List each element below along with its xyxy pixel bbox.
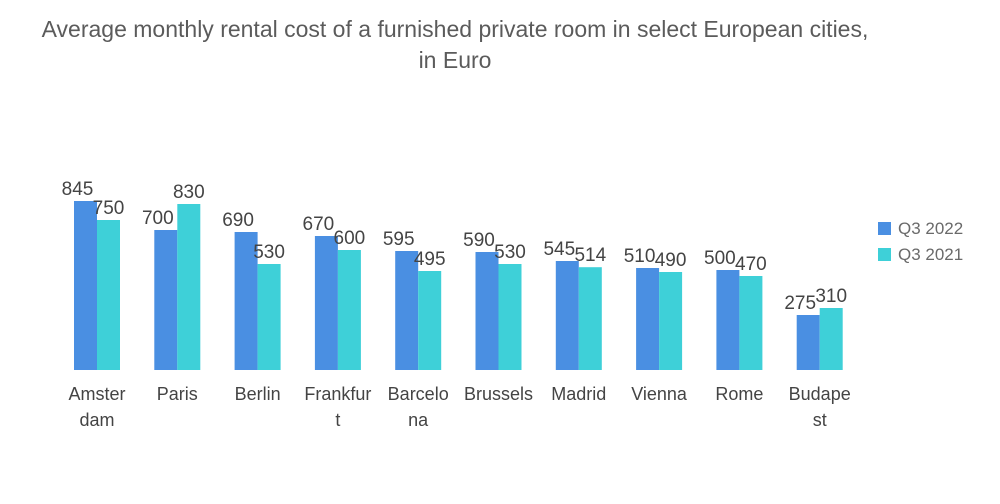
value-label-brussels-q3-2022: 590	[463, 230, 495, 251]
tick-label-line: Paris	[157, 384, 198, 404]
tick-label-rome: Rome	[715, 384, 763, 404]
bar-rome-q3-2021	[739, 276, 763, 370]
chart-title: Average monthly rental cost of a furnish…	[41, 16, 869, 73]
value-label-madrid-q3-2022: 545	[543, 239, 575, 260]
value-label-rome-q3-2021: 470	[735, 254, 767, 275]
value-label-berlin-q3-2021: 530	[253, 242, 285, 263]
value-label-berlin-q3-2022: 690	[222, 210, 254, 231]
bars-layer	[74, 201, 843, 370]
value-label-budapest-q3-2022: 275	[784, 293, 816, 314]
tick-label-budapest: Budape st	[789, 384, 851, 430]
tick-label-line: dam	[79, 410, 114, 430]
bar-amsterdam-q3-2022	[74, 201, 97, 370]
bar-frankfurt-q3-2022	[314, 236, 338, 370]
tick-label-berlin: Berlin	[235, 384, 281, 404]
value-label-amsterdam-q3-2021: 750	[93, 198, 125, 219]
value-label-rome-q3-2022: 500	[704, 248, 736, 269]
tick-label-vienna: Vienna	[631, 384, 688, 404]
tick-label-line: Vienna	[631, 384, 688, 404]
tick-label-line: Berlin	[235, 384, 281, 404]
value-label-paris-q3-2022: 700	[142, 208, 174, 229]
value-label-frankfurt-q3-2022: 670	[303, 214, 335, 235]
bar-brussels-q3-2021	[498, 264, 522, 370]
tick-label-line: Barcelo	[388, 384, 449, 404]
tick-label-frankfurt: Frankfur t	[304, 384, 371, 430]
tick-label-barcelona: Barcelo na	[388, 384, 449, 430]
legend-swatch-q3-2021	[878, 248, 891, 261]
legend-label-q3-2021: Q3 2021	[898, 245, 963, 264]
tick-label-line: Amster	[68, 384, 125, 404]
bar-amsterdam-q3-2021	[97, 220, 120, 370]
value-label-vienna-q3-2022: 510	[624, 246, 656, 267]
tick-label-brussels: Brussels	[464, 384, 533, 404]
value-label-barcelona-q3-2022: 595	[383, 229, 415, 250]
bar-paris-q3-2022	[154, 230, 178, 370]
bar-rome-q3-2022	[716, 270, 740, 370]
bar-budapest-q3-2021	[819, 308, 843, 370]
tick-label-line: Brussels	[464, 384, 533, 404]
value-label-paris-q3-2021: 830	[173, 182, 205, 203]
value-label-amsterdam-q3-2022: 845	[62, 179, 94, 200]
bar-vienna-q3-2022	[636, 268, 660, 370]
bar-madrid-q3-2021	[578, 267, 602, 370]
value-label-frankfurt-q3-2021: 600	[334, 228, 366, 249]
tick-label-line: t	[335, 410, 340, 430]
tick-label-paris: Paris	[157, 384, 198, 404]
value-label-brussels-q3-2021: 530	[494, 242, 526, 263]
tick-label-line: na	[408, 410, 429, 430]
legend: Q3 2022 Q3 2021	[878, 219, 963, 264]
value-label-budapest-q3-2021: 310	[815, 286, 847, 307]
value-label-vienna-q3-2021: 490	[655, 250, 687, 271]
bar-frankfurt-q3-2021	[337, 250, 361, 370]
tick-label-amsterdam: Amster dam	[68, 384, 125, 430]
bar-paris-q3-2021	[177, 204, 201, 370]
legend-swatch-q3-2022	[878, 222, 891, 235]
bar-budapest-q3-2022	[796, 315, 820, 370]
tick-label-line: Budape	[789, 384, 851, 404]
category-ticks-layer: Amster dam Paris Berlin Frankfur t Barcelo na Br…	[68, 384, 850, 430]
bar-brussels-q3-2022	[475, 252, 499, 370]
tick-label-line: Madrid	[551, 384, 606, 404]
bar-madrid-q3-2022	[555, 261, 579, 370]
tick-label-line: Frankfur	[304, 384, 371, 404]
tick-label-line: Rome	[715, 384, 763, 404]
tick-label-line: st	[813, 410, 827, 430]
bar-vienna-q3-2021	[659, 272, 683, 370]
bar-barcelona-q3-2022	[395, 251, 419, 370]
bar-barcelona-q3-2021	[418, 271, 442, 370]
bar-berlin-q3-2022	[234, 232, 258, 370]
value-label-madrid-q3-2021: 514	[574, 245, 606, 266]
tick-label-madrid: Madrid	[551, 384, 606, 404]
value-label-barcelona-q3-2021: 495	[414, 249, 446, 270]
bar-berlin-q3-2021	[257, 264, 281, 370]
legend-label-q3-2022: Q3 2022	[898, 219, 963, 238]
